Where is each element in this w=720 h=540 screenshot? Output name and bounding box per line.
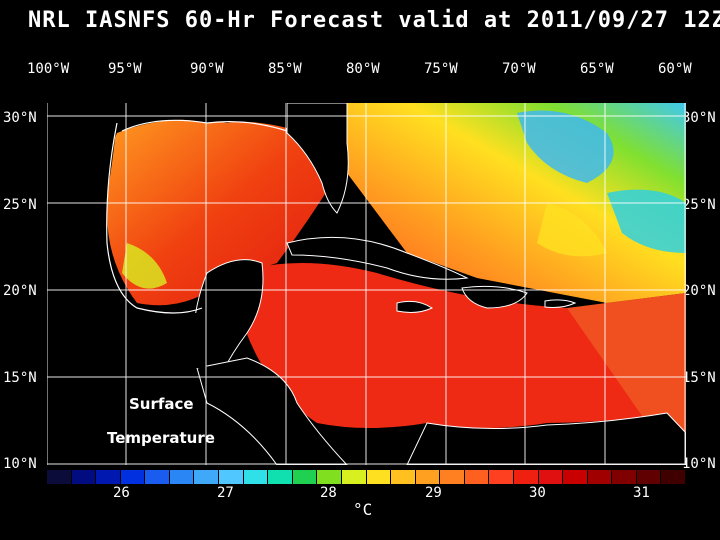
central-america <box>196 357 348 465</box>
lat-label: 30°N <box>3 110 37 126</box>
colorbar <box>47 470 687 484</box>
colorbar-tick-label: 30 <box>529 485 546 501</box>
mexico-coast <box>47 103 207 368</box>
gulf-cool-patch <box>122 243 167 289</box>
colorbar-swatch <box>243 470 269 484</box>
colorbar-swatch <box>489 470 514 484</box>
graticule <box>47 103 686 465</box>
lat-label: 10°N <box>682 456 716 472</box>
colorbar-swatch <box>169 470 195 484</box>
sst-map: Surface Temperature <box>47 103 686 465</box>
map-title: NRL IASNFS 60-Hr Forecast valid at 2011/… <box>28 8 720 33</box>
warm-water-patch <box>537 203 607 257</box>
south-america-coast <box>406 412 686 465</box>
florida-peninsula <box>286 103 349 214</box>
colorbar-tick-label: 29 <box>425 485 442 501</box>
map-label-surface: Surface <box>129 395 194 413</box>
cool-water-patch <box>607 189 686 253</box>
lat-label: 20°N <box>682 283 716 299</box>
lon-label: 85°W <box>268 61 302 77</box>
lon-label: 65°W <box>580 61 614 77</box>
colorbar-swatch <box>636 470 662 484</box>
colorbar-swatch <box>194 470 220 484</box>
mexico-coastline <box>106 122 203 314</box>
colorbar-swatch <box>366 470 392 484</box>
lat-label: 25°N <box>3 197 37 213</box>
lat-label: 10°N <box>3 456 37 472</box>
colorbar-swatch <box>612 470 637 484</box>
us-gulf-coast <box>117 103 287 131</box>
colorbar-swatch <box>661 470 687 484</box>
caribbean-sea <box>237 263 667 428</box>
lon-label: 95°W <box>108 61 142 77</box>
colorbar-swatch <box>96 470 121 484</box>
colorbar-tick-label: 26 <box>113 485 130 501</box>
lon-label: 100°W <box>27 61 70 77</box>
colorbar-swatch <box>563 470 588 484</box>
lon-label: 70°W <box>502 61 536 77</box>
colorbar-swatch <box>120 470 146 484</box>
colorbar-swatch <box>341 470 367 484</box>
colorbar-swatch <box>587 470 613 484</box>
colorbar-swatch <box>538 470 564 484</box>
colorbar-swatch <box>145 470 170 484</box>
lat-label: 20°N <box>3 283 37 299</box>
jamaica-island <box>396 300 434 313</box>
colorbar-swatch <box>292 470 318 484</box>
colorbar-unit: °C <box>353 500 373 519</box>
colorbar-tick-label: 28 <box>320 485 337 501</box>
lon-label: 60°W <box>658 61 692 77</box>
colorbar-swatch <box>391 470 416 484</box>
colorbar-swatch <box>219 470 244 484</box>
colorbar-swatch <box>513 470 539 484</box>
lat-label: 15°N <box>3 370 37 386</box>
colorbar-tick-label: 31 <box>633 485 650 501</box>
lon-label: 90°W <box>190 61 224 77</box>
lon-label: 80°W <box>346 61 380 77</box>
lat-label: 30°N <box>682 110 716 126</box>
lat-label: 15°N <box>682 370 716 386</box>
colorbar-swatch <box>268 470 293 484</box>
us-coastline <box>121 119 288 132</box>
colorbar-swatch <box>71 470 97 484</box>
colorbar-swatch <box>47 470 72 484</box>
colorbar-swatch <box>317 470 342 484</box>
puerto-rico-island <box>544 299 577 308</box>
hispaniola-island <box>461 285 528 309</box>
lon-label: 75°W <box>424 61 458 77</box>
colorbar-swatch <box>464 470 490 484</box>
lat-label: 25°N <box>682 197 716 213</box>
cuba-island <box>286 236 469 280</box>
colorbar-swatch <box>415 470 441 484</box>
colorbar-swatch <box>440 470 465 484</box>
map-label-temperature: Temperature <box>107 429 215 447</box>
cool-water-patch <box>517 110 614 183</box>
colorbar-tick-label: 27 <box>217 485 234 501</box>
caribbean-east <box>567 293 686 433</box>
gulf-of-mexico <box>105 119 332 306</box>
